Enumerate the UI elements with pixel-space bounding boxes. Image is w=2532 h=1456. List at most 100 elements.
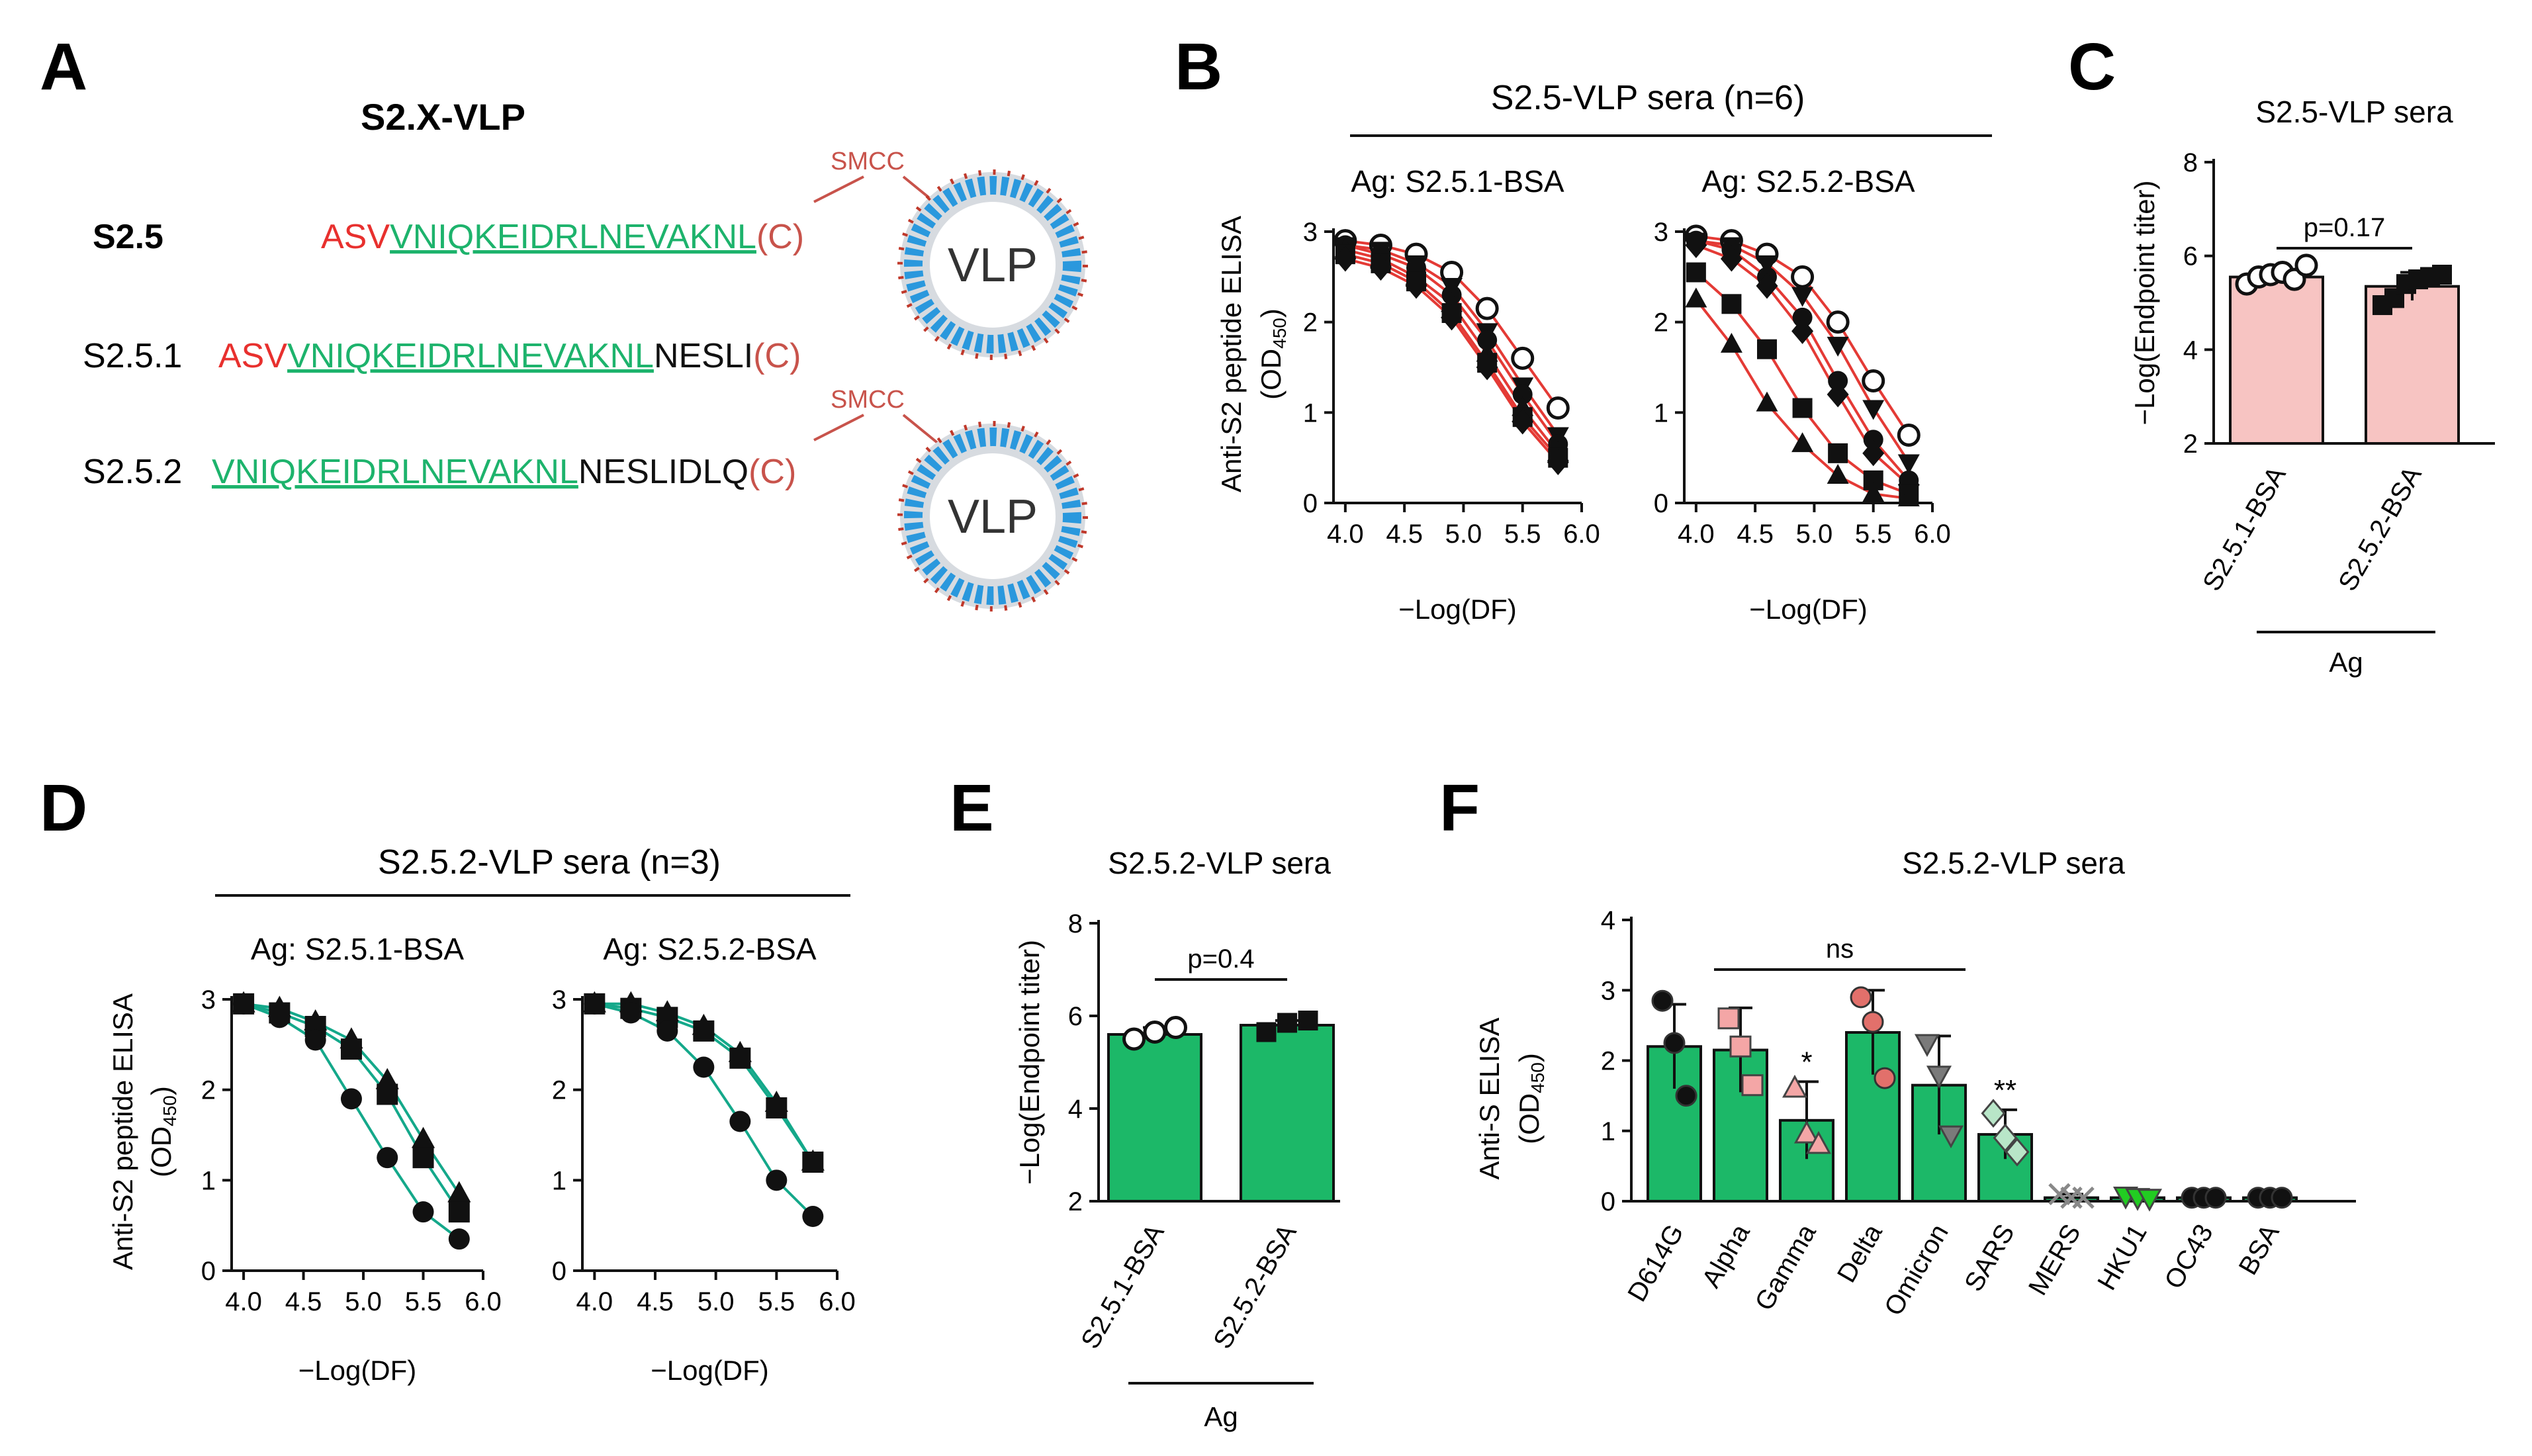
data-point-series-1 <box>1511 346 1535 370</box>
y-tick-label: 2 <box>552 1076 566 1105</box>
y-tick-label: 1 <box>552 1166 566 1195</box>
bar-1 <box>2229 275 2324 445</box>
data-point-bar-8 <box>2136 1189 2163 1212</box>
seq-s252: VNIQKEIDRLNEVAKNLNESLIDLQ(C) <box>212 453 796 491</box>
panel-d-ylabel-close: ) <box>146 1086 177 1095</box>
x-tick-label: 5.0 <box>1796 520 1833 549</box>
x-tick-label: Delta <box>1832 1219 1888 1288</box>
x-axis-label: −Log(DF) <box>1398 594 1517 625</box>
data-point-series-5 <box>1792 398 1813 418</box>
data-point-series-6 <box>1862 482 1885 502</box>
y-tick-label: 6 <box>2183 242 2198 271</box>
data-point-series-6 <box>1476 354 1498 381</box>
data-point-series-5 <box>1721 294 1742 314</box>
data-point-series-2 <box>1756 255 1778 275</box>
x-tick-label: 5.0 <box>698 1287 735 1316</box>
y-tick-label: 0 <box>1601 1187 1615 1216</box>
y-tick-label: 0 <box>1654 489 1668 518</box>
significance-mark: ** <box>1994 1074 2016 1107</box>
data-point-series-6 <box>1827 464 1849 484</box>
data-point-series-4 <box>1862 440 1885 467</box>
x-tick-label: 5.5 <box>1504 520 1541 549</box>
panel-letter-c: C <box>2068 30 2116 104</box>
x-tick-label: BSA <box>2234 1219 2285 1280</box>
x-axis-label: −Log(DF) <box>1749 594 1868 625</box>
data-point-bar-1 <box>1663 1032 1686 1054</box>
data-point-series-2 <box>412 1147 434 1169</box>
data-point-series-5 <box>1757 339 1777 359</box>
y-tick-label: 2 <box>1654 308 1668 338</box>
data-point-series-2 <box>377 1083 398 1105</box>
y-tick-label: 2 <box>201 1076 216 1105</box>
data-point-bar-9 <box>2204 1187 2227 1209</box>
x-tick-label: S2.5.2-BSA <box>1208 1219 1302 1353</box>
data-point-series-2 <box>729 1047 751 1069</box>
smcc-linker-bottom <box>813 414 864 441</box>
data-point-series-1 <box>1897 424 1921 447</box>
x-tick-label: Omicron <box>1879 1220 1954 1321</box>
x-tick-label: 4.5 <box>285 1287 322 1316</box>
x-tick-label: 5.0 <box>345 1287 382 1316</box>
data-point-series-6 <box>1685 287 1707 308</box>
chart-title: Ag: S2.5.2-BSA <box>603 932 816 966</box>
seq-s251: ASVVNIQKEIDRLNEVAKNLNESLI(C) <box>218 337 801 375</box>
x-tick-label: 6.0 <box>819 1287 856 1316</box>
seq-s25-pre: ASV <box>321 218 390 256</box>
x-tick-label: 4.0 <box>576 1287 613 1316</box>
data-point-series-6 <box>1405 273 1427 299</box>
chart-title: Ag: S2.5.2-BSA <box>1701 164 1915 199</box>
y-axis-label: −Log(Endpoint titer) <box>2129 180 2160 425</box>
x-tick-label: 5.5 <box>405 1287 442 1316</box>
panel-f-ylabel-close: ) <box>1514 1053 1545 1062</box>
y-tick-label: 0 <box>552 1257 566 1286</box>
panel-f-ylabel-sub: 450 <box>1527 1062 1548 1093</box>
data-point-series-4 <box>1685 232 1707 258</box>
x-tick-label: MERS <box>2023 1220 2087 1300</box>
chart-d-s251: Ag: S2.5.1-BSA 0 1 2 3 4.0 4.5 5.0 5.5 6.0 −Log(DF… <box>201 932 502 1386</box>
data-point-bar-3 <box>1793 1120 1820 1144</box>
data-point-bar-6 <box>2005 1137 2030 1167</box>
seq-name-s25: S2.5 <box>93 218 163 256</box>
p-value-label: p=0.17 <box>2304 213 2385 242</box>
panel-a-title: S2.X-VLP <box>361 96 525 138</box>
x-tick-label: S2.5.1-BSA <box>1075 1219 1170 1353</box>
panel-letter-d: D <box>40 771 87 845</box>
x-tick-label: 5.0 <box>1445 520 1482 549</box>
y-tick-label: 3 <box>1654 218 1668 247</box>
chart-b-s251: Ag: S2.5.1-BSA 0 1 2 3 4.0 4.5 5.0 5.5 6.0 −Log(DF… <box>1303 164 1600 625</box>
seq-s25-core: VNIQKEIDRLNEVAKNL <box>390 218 756 256</box>
p-value-label: p=0.4 <box>1187 944 1254 974</box>
data-point-series-3 <box>412 1201 434 1223</box>
chart-b-s252: Ag: S2.5.2-BSA 0 1 2 3 4.0 4.5 5.0 5.5 6.0 −Log(DF… <box>1654 164 1951 625</box>
panel-letter-b: B <box>1175 30 1222 104</box>
bar-2 <box>1240 1024 1335 1203</box>
vlp-particle-top: VLP <box>897 169 1088 360</box>
data-point-bar-3 <box>1805 1130 1832 1154</box>
x-tick-label: SARS <box>1959 1220 2020 1297</box>
data-point-series-6 <box>1512 408 1534 435</box>
data-point-series-3 <box>1477 330 1498 350</box>
x-tick-label: S2.5.2-BSA <box>2333 461 2427 596</box>
x-tick-label: 5.5 <box>1855 520 1892 549</box>
ns-label: ns <box>1826 934 1854 964</box>
panel-b-ylabel-sub: 450 <box>1269 318 1290 349</box>
seq-s252-core: VNIQKEIDRLNEVAKNL <box>212 453 578 491</box>
data-point-bar-10 <box>2271 1187 2293 1209</box>
y-tick-label: 8 <box>2183 148 2198 177</box>
vlp-label-top: VLP <box>948 239 1038 292</box>
data-point-series-1 <box>447 1181 471 1203</box>
data-point-series-6 <box>1720 332 1742 353</box>
vlp-particle-bottom: VLP <box>897 421 1088 612</box>
data-point-series-3 <box>1828 371 1848 391</box>
panel-a: S2.X-VLP SMCC SMCC S2.5 ASVVNIQKEIDRLNEV… <box>83 96 1088 612</box>
seq-name-s252: S2.5.2 <box>83 453 182 491</box>
data-point-bar-2 <box>1298 1011 1318 1030</box>
y-tick-label: 2 <box>1601 1047 1615 1076</box>
data-point-bar-4 <box>1850 986 1872 1009</box>
seq-s251-pre: ASV <box>218 337 287 375</box>
vlp-label-bottom: VLP <box>948 490 1038 543</box>
data-point-series-3 <box>802 1206 824 1227</box>
data-point-series-6 <box>1756 391 1778 412</box>
y-tick-label: 0 <box>201 1257 216 1286</box>
